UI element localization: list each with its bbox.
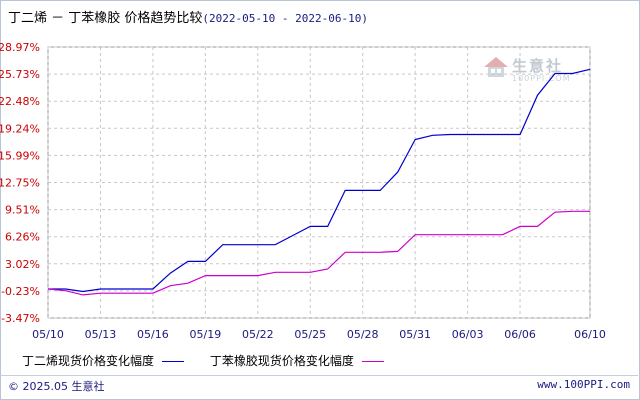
x-tick-label: 05/19 bbox=[190, 328, 222, 341]
x-tick-label: 06/03 bbox=[452, 328, 484, 341]
legend-item-series1: 丁二烯现货价格变化幅度 bbox=[22, 352, 185, 369]
y-tick-label: 6.26% bbox=[5, 231, 40, 244]
x-tick-label: 05/10 bbox=[32, 328, 64, 341]
x-tick-label: 06/10 bbox=[574, 328, 606, 341]
series-line-2 bbox=[47, 210, 590, 296]
x-tick-label: 05/13 bbox=[85, 328, 117, 341]
line-chart: 28.97% 25.73% 22.48% 19.24% 15.99% 12.75% 9.51… bbox=[0, 41, 606, 341]
x-tick-label: 05/31 bbox=[399, 328, 431, 341]
house-logo-icon bbox=[484, 57, 508, 77]
title-text: 丁二烯 － 丁苯橡胶 价格趋势比较 bbox=[8, 11, 203, 26]
x-tick-label: 05/22 bbox=[242, 328, 274, 341]
legend: 丁二烯现货价格变化幅度 丁苯橡胶现货价格变化幅度 bbox=[22, 352, 406, 369]
x-tick-label: 05/25 bbox=[294, 328, 326, 341]
legend-label-series2: 丁苯橡胶现货价格变化幅度 bbox=[209, 354, 354, 368]
legend-swatch-series1 bbox=[162, 361, 185, 362]
legend-swatch-series2 bbox=[361, 361, 384, 362]
y-tick-label: 9.51% bbox=[5, 204, 40, 217]
y-tick-label: 12.75% bbox=[0, 177, 40, 190]
series-line-1 bbox=[48, 68, 591, 293]
y-tick-label: 28.97% bbox=[0, 41, 40, 54]
x-tick-label: 06/06 bbox=[504, 328, 536, 341]
legend-label-series1: 丁二烯现货价格变化幅度 bbox=[22, 354, 155, 368]
y-tick-label: 22.48% bbox=[0, 95, 40, 108]
y-tick-label: -3.47% bbox=[1, 312, 40, 325]
y-tick-label: 3.02% bbox=[5, 258, 40, 271]
x-tick-label: 05/16 bbox=[137, 328, 169, 341]
legend-item-series2: 丁苯橡胶现货价格变化幅度 bbox=[210, 352, 384, 369]
y-tick-label: -0.23% bbox=[1, 285, 40, 298]
y-tick-label: 15.99% bbox=[0, 149, 40, 162]
x-tick-label: 05/28 bbox=[347, 328, 379, 341]
footer-divider bbox=[0, 375, 638, 376]
chart-title: 丁二烯 － 丁苯橡胶 价格趋势比较(2022-05-10 - 2022-06-1… bbox=[8, 7, 368, 26]
watermark-brand: 生意社 bbox=[512, 57, 564, 75]
y-tick-label: 25.73% bbox=[0, 68, 40, 81]
y-tick-label: 19.24% bbox=[0, 122, 40, 135]
footer-url[interactable]: www.100PPI.com bbox=[537, 378, 630, 391]
date-range: (2022-05-10 - 2022-06-10) bbox=[202, 12, 368, 25]
watermark-url: 100PPI.COM bbox=[512, 74, 571, 83]
watermark: 生意社 100PPI.COM bbox=[482, 55, 570, 83]
footer-copyright: © 2025.05 生意社 bbox=[8, 380, 105, 393]
